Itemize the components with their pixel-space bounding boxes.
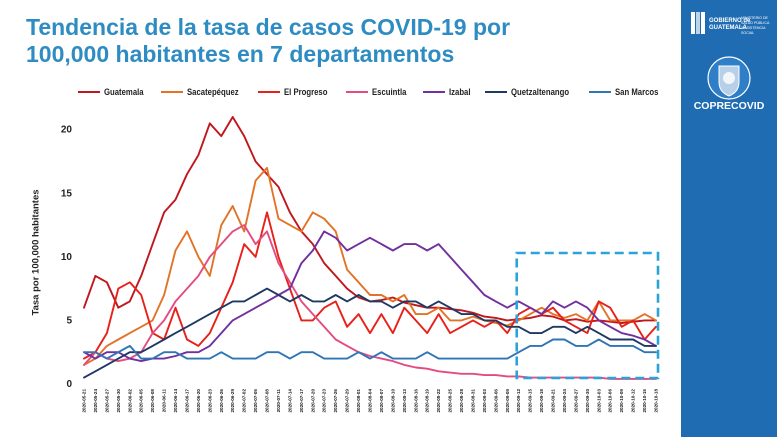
legend-swatch bbox=[78, 91, 100, 93]
y-tick-label: 0 bbox=[66, 379, 72, 390]
x-tick-label: 2020-09-24 bbox=[562, 389, 567, 413]
x-tick-label: 2020-06-23 bbox=[207, 389, 212, 413]
y-tick-label: 20 bbox=[61, 125, 73, 136]
x-tick-label: 2020-08-19 bbox=[425, 389, 430, 413]
line-chart: 0 5 10 15 20 2020-05-21 2020-05-24 2020-05-27 2… bbox=[61, 116, 660, 413]
legend-item-sacatepequez: Sacatepéquez bbox=[161, 85, 247, 99]
x-tick-label: 2020-09-09 bbox=[505, 389, 510, 413]
legend-label: Quetzaltenango bbox=[510, 87, 569, 97]
x-tick-label: 2020-07-17 bbox=[299, 389, 304, 413]
x-tick-label: 2020-08-13 bbox=[402, 389, 407, 413]
legend-item-el-progreso: El Progreso bbox=[258, 85, 335, 99]
x-tick-label: 2020-06-17 bbox=[184, 389, 189, 413]
series-line-guatemala bbox=[83, 116, 657, 324]
x-tick-label: 2020-06-05 bbox=[139, 389, 144, 413]
x-tick-label: 2020-05-21 bbox=[82, 389, 87, 413]
title-line-1: Tendencia de la tasa de casos COVID-19 p… bbox=[26, 14, 511, 40]
highlight-box bbox=[515, 251, 660, 380]
series-line-san-marcos bbox=[83, 338, 657, 360]
x-tick-label: 2020-09-30 bbox=[585, 389, 590, 413]
legend-label: San Marcos bbox=[615, 87, 659, 97]
x-tick-label: 2020-10-12 bbox=[631, 389, 636, 413]
x-tick-label: 2020-06-29 bbox=[230, 389, 235, 413]
y-tick-label: 5 bbox=[66, 315, 72, 326]
x-tick-label: 2020-10-15 bbox=[642, 389, 647, 413]
x-tick-label: 2020-07-20 bbox=[310, 389, 315, 413]
x-tick-label: 2020-07-23 bbox=[322, 389, 327, 413]
legend-swatch bbox=[161, 91, 184, 93]
legend-swatch bbox=[345, 91, 368, 93]
x-tick-label: 2020-06-14 bbox=[173, 389, 178, 413]
x-tick-label: 2020-07-05 bbox=[253, 389, 258, 413]
x-tick-label: 2020-09-06 bbox=[493, 389, 498, 413]
legend-item-guatemala: Guatemala bbox=[78, 85, 150, 99]
x-tick-label: 2020-08-25 bbox=[448, 389, 453, 413]
legend-swatch bbox=[258, 91, 281, 93]
legend-item-san-marcos: San Marcos bbox=[589, 85, 666, 99]
x-tick-label: 2020-07-26 bbox=[333, 389, 338, 413]
x-tick-label: 2020-06-11 bbox=[162, 389, 167, 413]
x-tick-label: 2020-08-22 bbox=[436, 389, 441, 413]
legend-label: Izabal bbox=[448, 87, 471, 97]
page-title: Tendencia de la tasa de casos COVID-19 p… bbox=[26, 14, 666, 68]
legend-item-escuintla: Escuintla bbox=[345, 85, 412, 99]
x-tick-label: 2020-08-31 bbox=[470, 389, 475, 413]
x-tick-label: 2020-06-08 bbox=[150, 389, 155, 413]
x-tick-label: 2020-09-15 bbox=[528, 389, 533, 413]
x-tick-label: 2020-07-02 bbox=[242, 389, 247, 413]
ministry-name: MINISTERIO DE SALUD PÚBLICA Y ASISTENCIA… bbox=[741, 16, 770, 35]
x-tick-label: 2020-09-03 bbox=[482, 389, 487, 413]
government-logo: GOBIERNO de GUATEMALA MINISTERIO DE SALU… bbox=[689, 8, 769, 44]
x-tick-label: 2020-09-18 bbox=[539, 389, 544, 413]
guatemala-emblem-icon bbox=[691, 12, 705, 34]
x-tick-label: 2020-07-14 bbox=[287, 389, 292, 413]
x-tick-label: 2020-08-04 bbox=[368, 389, 373, 413]
chart-legend: Guatemala Sacatepéquez El Progreso Escuintl… bbox=[78, 85, 677, 99]
legend-item-quetzaltenango: Quetzaltenango bbox=[484, 85, 579, 99]
x-tick-label: 2020-05-27 bbox=[104, 389, 109, 413]
legend-label: Escuintla bbox=[371, 87, 406, 97]
coprecovid-shield-icon bbox=[705, 56, 753, 100]
x-tick-label: 2020-05-30 bbox=[116, 389, 121, 413]
x-tick-label: 2020-09-27 bbox=[573, 389, 578, 413]
legend-label: Sacatepéquez bbox=[187, 87, 239, 97]
x-tick-label: 2020-08-28 bbox=[459, 389, 464, 413]
x-tick-label: 2020-05-24 bbox=[93, 389, 98, 413]
x-tick-label: 2020-09-21 bbox=[551, 389, 556, 413]
x-tick-label: 2020-07-29 bbox=[345, 389, 350, 413]
x-tick-label: 2020-06-02 bbox=[127, 389, 132, 413]
y-tick-label: 15 bbox=[61, 188, 73, 199]
legend-swatch bbox=[422, 91, 445, 93]
x-tick-label: 2020-10-18 bbox=[654, 389, 659, 413]
government-name: GOBIERNO de GUATEMALA bbox=[709, 18, 751, 31]
legend-swatch bbox=[484, 91, 507, 93]
x-tick-label: 2020-07-11 bbox=[276, 389, 281, 413]
legend-label: El Progreso bbox=[284, 87, 328, 97]
series-line-escuintla bbox=[83, 224, 657, 380]
legend-label: Guatemala bbox=[104, 87, 144, 97]
x-tick-label: 2020-08-07 bbox=[379, 389, 384, 413]
title-line-2: 100,000 habitantes en 7 departamentos bbox=[26, 41, 455, 67]
x-tick-label: 2020-08-01 bbox=[356, 389, 361, 413]
legend-item-izabal: Izabal bbox=[422, 85, 474, 99]
x-tick-label: 2020-10-06 bbox=[608, 389, 613, 413]
legend-swatch bbox=[589, 91, 612, 93]
series-line-quetzaltenango bbox=[83, 287, 657, 379]
x-tick-label: 2020-08-16 bbox=[413, 389, 418, 413]
x-tick-label: 2020-06-26 bbox=[219, 389, 224, 413]
x-tick-label: 2020-06-20 bbox=[196, 389, 201, 413]
x-tick-label: 2020-09-12 bbox=[516, 389, 521, 413]
x-tick-label: 2020-08-10 bbox=[390, 389, 395, 413]
coprecovid-brand: COPRECOVID bbox=[693, 100, 765, 112]
x-tick-label: 2020-10-09 bbox=[619, 389, 624, 413]
y-tick-label: 10 bbox=[61, 252, 73, 263]
sidebar-panel: GOBIERNO de GUATEMALA MINISTERIO DE SALU… bbox=[681, 0, 777, 437]
x-tick-label: 2020-07-08 bbox=[265, 389, 270, 413]
x-tick-label: 2020-10-03 bbox=[596, 389, 601, 413]
series-line-el-progreso bbox=[83, 211, 657, 360]
